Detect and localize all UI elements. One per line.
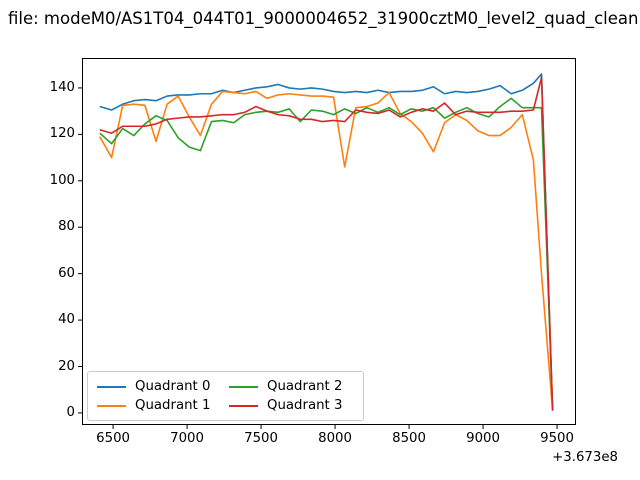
x-tick-label: 9000: [466, 431, 500, 446]
plot-svg: [78, 58, 576, 429]
y-tick-label: 140: [49, 79, 75, 95]
series-line-quadrant-0: [99, 73, 554, 411]
y-tick-label: 40: [58, 312, 75, 328]
series-line-quadrant-2: [99, 97, 554, 411]
x-tick-label: 7500: [244, 431, 278, 446]
legend-box: Quadrant 0 Quadrant 2 Quadrant 1 Quadrant 3: [87, 371, 364, 421]
legend-item-quadrant-0: Quadrant 0: [97, 379, 223, 394]
y-tick-label: 120: [49, 126, 75, 142]
series-line-quadrant-1: [99, 90, 554, 411]
y-tick-label: 0: [66, 404, 75, 420]
legend-label-quadrant-2: Quadrant 2: [267, 379, 343, 394]
legend-item-quadrant-3: Quadrant 3: [229, 398, 355, 413]
plot-title: file: modeM0/AS1T04_044T01_9000004652_31…: [8, 9, 639, 28]
y-tick-label: 100: [49, 172, 75, 188]
legend-swatch-quadrant-2: [229, 385, 258, 388]
series-line-quadrant-3: [99, 76, 554, 411]
x-axis-offset-label: +3.673e8: [552, 450, 618, 465]
y-tick-label: 60: [58, 265, 75, 281]
legend-swatch-quadrant-0: [97, 385, 126, 388]
x-tick-label: 9500: [540, 431, 574, 446]
plot-area: 6500 7000 7500 8000 8500 9000 9500 0 20 40 60 80 100…: [50, 58, 576, 446]
legend-label-quadrant-3: Quadrant 3: [267, 398, 343, 413]
x-tick-label: 7000: [170, 431, 204, 446]
legend-label-quadrant-0: Quadrant 0: [135, 379, 211, 394]
y-tick-label: 20: [58, 358, 75, 374]
legend-item-quadrant-1: Quadrant 1: [97, 398, 223, 413]
x-tick-label: 8000: [318, 431, 352, 446]
legend-swatch-quadrant-1: [97, 404, 126, 407]
x-tick-label: 6500: [96, 431, 130, 446]
x-tick-label: 8500: [392, 431, 426, 446]
legend-swatch-quadrant-3: [229, 404, 258, 407]
legend-item-quadrant-2: Quadrant 2: [229, 379, 355, 394]
axes-spines: [82, 58, 576, 425]
legend-label-quadrant-1: Quadrant 1: [135, 398, 211, 413]
y-tick-label: 80: [58, 219, 75, 235]
